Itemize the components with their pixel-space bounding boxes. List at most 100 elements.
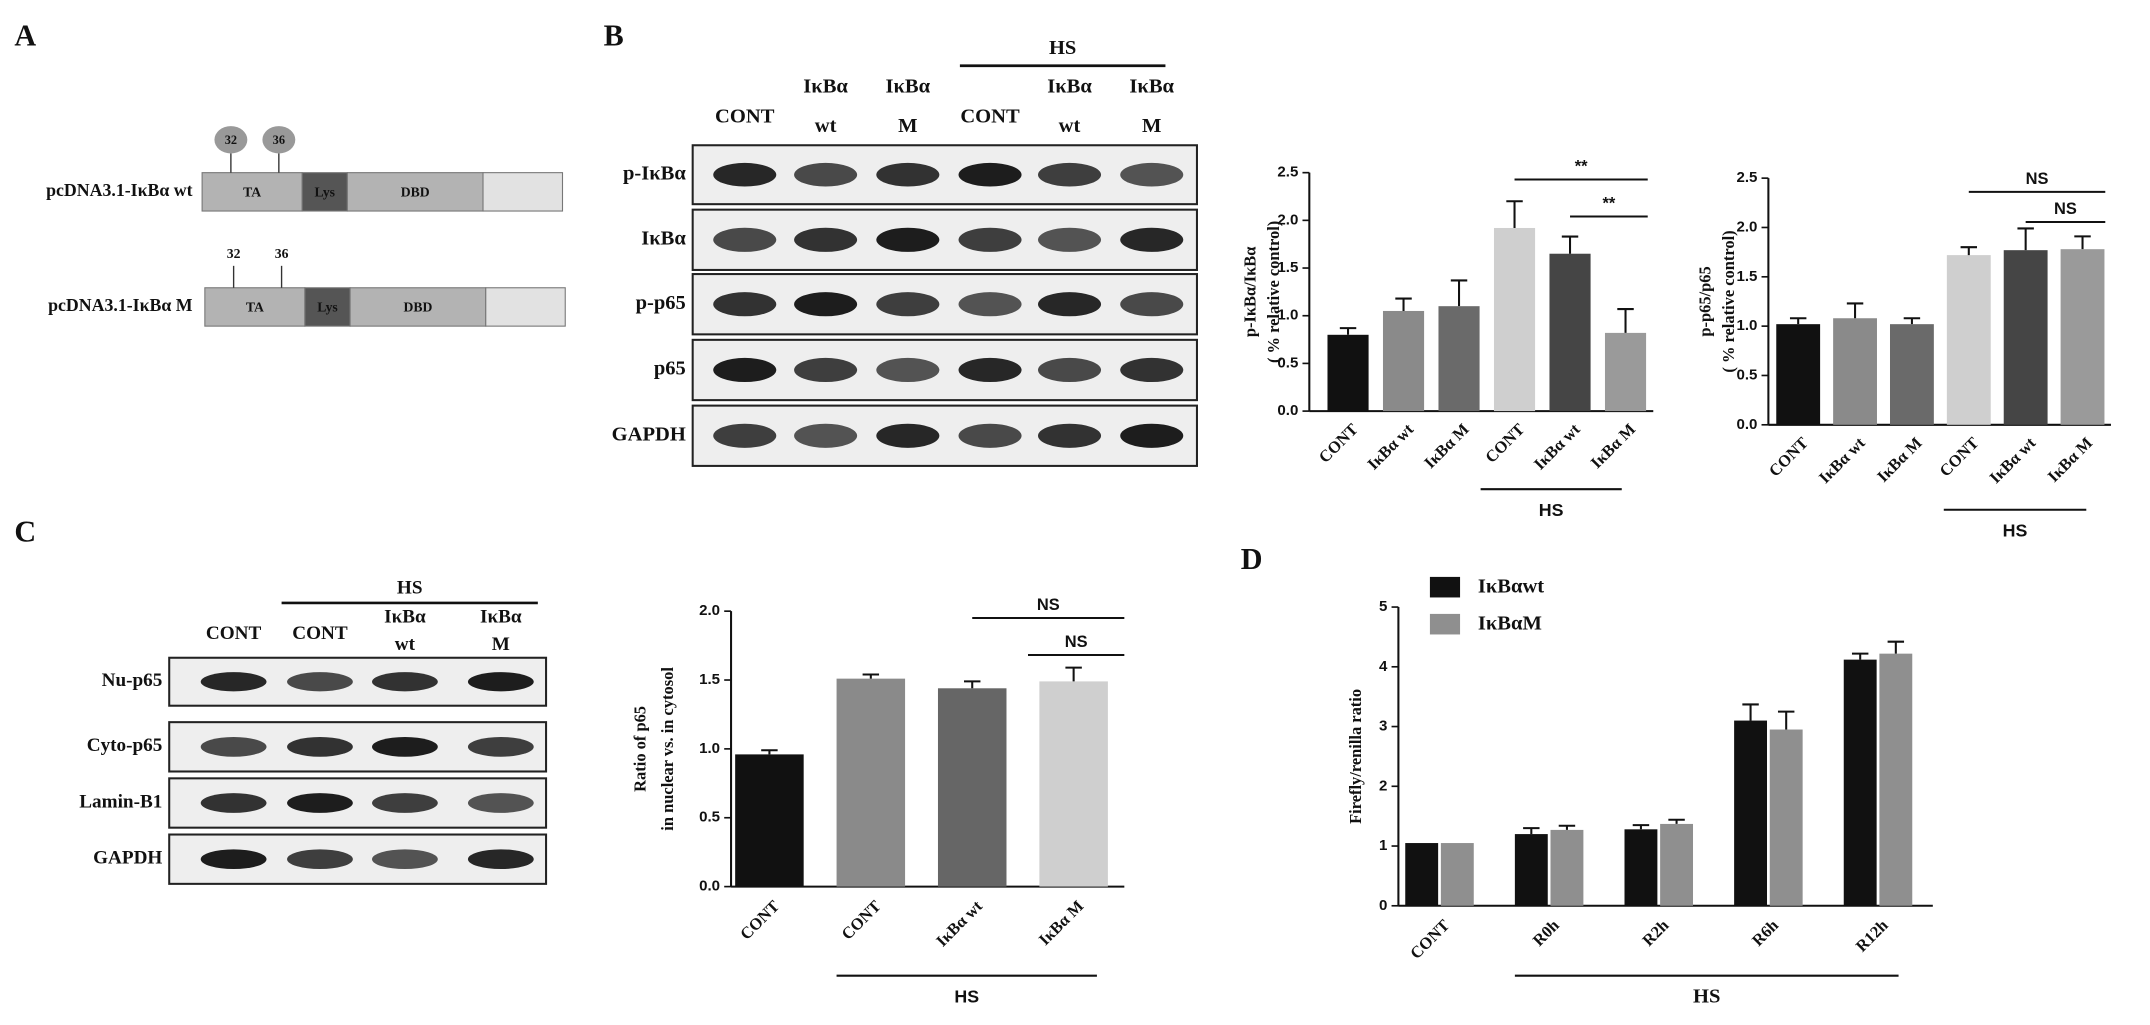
construct-name: pcDNA3.1-IκBα wt xyxy=(46,180,192,200)
blot-band xyxy=(1038,423,1102,448)
bar xyxy=(1039,681,1108,887)
blot-band xyxy=(372,849,438,870)
bar xyxy=(1889,324,1934,425)
legend-swatch xyxy=(1429,613,1461,635)
blot-box xyxy=(691,338,1198,402)
blot-band xyxy=(372,672,438,692)
blot-band xyxy=(794,292,858,317)
blot-band xyxy=(1038,227,1102,252)
bar xyxy=(1493,227,1536,412)
x-tick-label: CONT xyxy=(1765,433,1812,480)
bar xyxy=(1604,332,1647,412)
blot-band xyxy=(287,849,353,870)
error-bar xyxy=(1789,317,1807,325)
blot-band xyxy=(467,736,534,757)
blot-band xyxy=(876,423,940,448)
lane-label: wt xyxy=(815,115,837,137)
y-tick-label: 1.5 xyxy=(1277,259,1298,276)
lane-label: CONT xyxy=(715,106,775,128)
y-tick-label: 0.5 xyxy=(1736,366,1757,383)
blot-box xyxy=(691,404,1198,467)
row-label: p65 xyxy=(654,358,686,380)
blot-band xyxy=(467,672,534,692)
site-marker xyxy=(214,126,248,154)
domain-box xyxy=(301,172,348,212)
bar xyxy=(1660,823,1694,906)
y-tick-label: 1.0 xyxy=(699,740,720,757)
blot-band xyxy=(713,292,777,317)
blot-band xyxy=(876,292,940,317)
lane-label: IκBα xyxy=(384,606,426,627)
domain-box xyxy=(346,172,484,212)
blot-band xyxy=(200,736,267,757)
x-tick-label: IκBα M xyxy=(1035,896,1088,949)
construct-name: pcDNA3.1-IκBα M xyxy=(48,295,193,315)
y-tick-label: 2.5 xyxy=(1277,164,1298,181)
error-bar xyxy=(1777,710,1795,730)
row-label: Nu-p65 xyxy=(102,670,163,691)
annotation: NS xyxy=(2026,170,2049,188)
lane-label: M xyxy=(898,115,917,137)
lane-label: wt xyxy=(395,634,416,655)
site-label: 32 xyxy=(225,133,237,147)
y-tick-label: 1.0 xyxy=(1277,307,1298,324)
blot-band xyxy=(958,227,1022,252)
y-tick-label: 2.0 xyxy=(1277,211,1298,228)
bar xyxy=(1843,659,1877,906)
bar xyxy=(1440,843,1474,906)
panel-label: D xyxy=(1241,542,1263,576)
lane-label: IκBα xyxy=(1047,75,1092,97)
error-bar xyxy=(1617,308,1634,333)
blot-band xyxy=(958,423,1022,448)
blot-band xyxy=(1120,423,1184,448)
error-bar xyxy=(1065,666,1082,682)
error-bar xyxy=(1339,327,1357,335)
annotation: ** xyxy=(1602,195,1615,213)
y-tick-label: 3 xyxy=(1379,718,1387,735)
domain-box xyxy=(482,172,564,212)
blot-band xyxy=(958,162,1022,187)
x-tick-label: IκBα M xyxy=(2044,433,2097,486)
blot-band xyxy=(713,357,777,383)
y-tick-label: 0.0 xyxy=(699,878,720,895)
domain-box xyxy=(485,287,566,327)
bar xyxy=(1550,829,1584,906)
x-tick-label: CONT xyxy=(1315,420,1362,467)
error-bar xyxy=(964,680,981,689)
blot-band xyxy=(958,357,1022,383)
error-bar xyxy=(1561,235,1579,254)
domain-label: DBD xyxy=(403,299,432,314)
panel-label: B xyxy=(604,18,624,52)
error-bar xyxy=(2074,235,2091,250)
bar xyxy=(1382,310,1425,412)
error-bar xyxy=(1887,640,1905,654)
x-tick-label: IκBα M xyxy=(1873,433,1926,486)
lane-label: IκBα xyxy=(886,75,931,97)
blot-band xyxy=(200,849,267,870)
blot-band xyxy=(958,292,1022,317)
bar xyxy=(1514,834,1548,906)
x-tick-label: CONT xyxy=(1935,433,1982,480)
blot-band xyxy=(287,736,353,757)
blot-band xyxy=(1120,357,1184,383)
blot-box xyxy=(691,208,1198,271)
lane-label: CONT xyxy=(960,106,1020,128)
error-bar xyxy=(1668,818,1685,824)
x-tick-label: CONT xyxy=(1406,916,1453,963)
legend-label: IκBαM xyxy=(1478,613,1542,635)
bar xyxy=(2060,249,2105,425)
error-bar xyxy=(1506,200,1523,228)
x-tick-label: IκBα wt xyxy=(1815,433,1869,487)
y-tick-label: 0 xyxy=(1379,897,1387,914)
x-tick-label: R12h xyxy=(1852,916,1892,956)
error-bar xyxy=(1846,302,1864,319)
x-tick-label: R6h xyxy=(1748,916,1782,950)
blot-band xyxy=(287,672,353,692)
y-tick-label: 0.5 xyxy=(699,809,720,826)
error-bar xyxy=(1960,246,1978,256)
x-tick-label: IκBα wt xyxy=(1986,433,2040,487)
bar xyxy=(1833,318,1877,425)
error-bar xyxy=(1632,824,1650,830)
lane-label: wt xyxy=(1059,115,1081,137)
